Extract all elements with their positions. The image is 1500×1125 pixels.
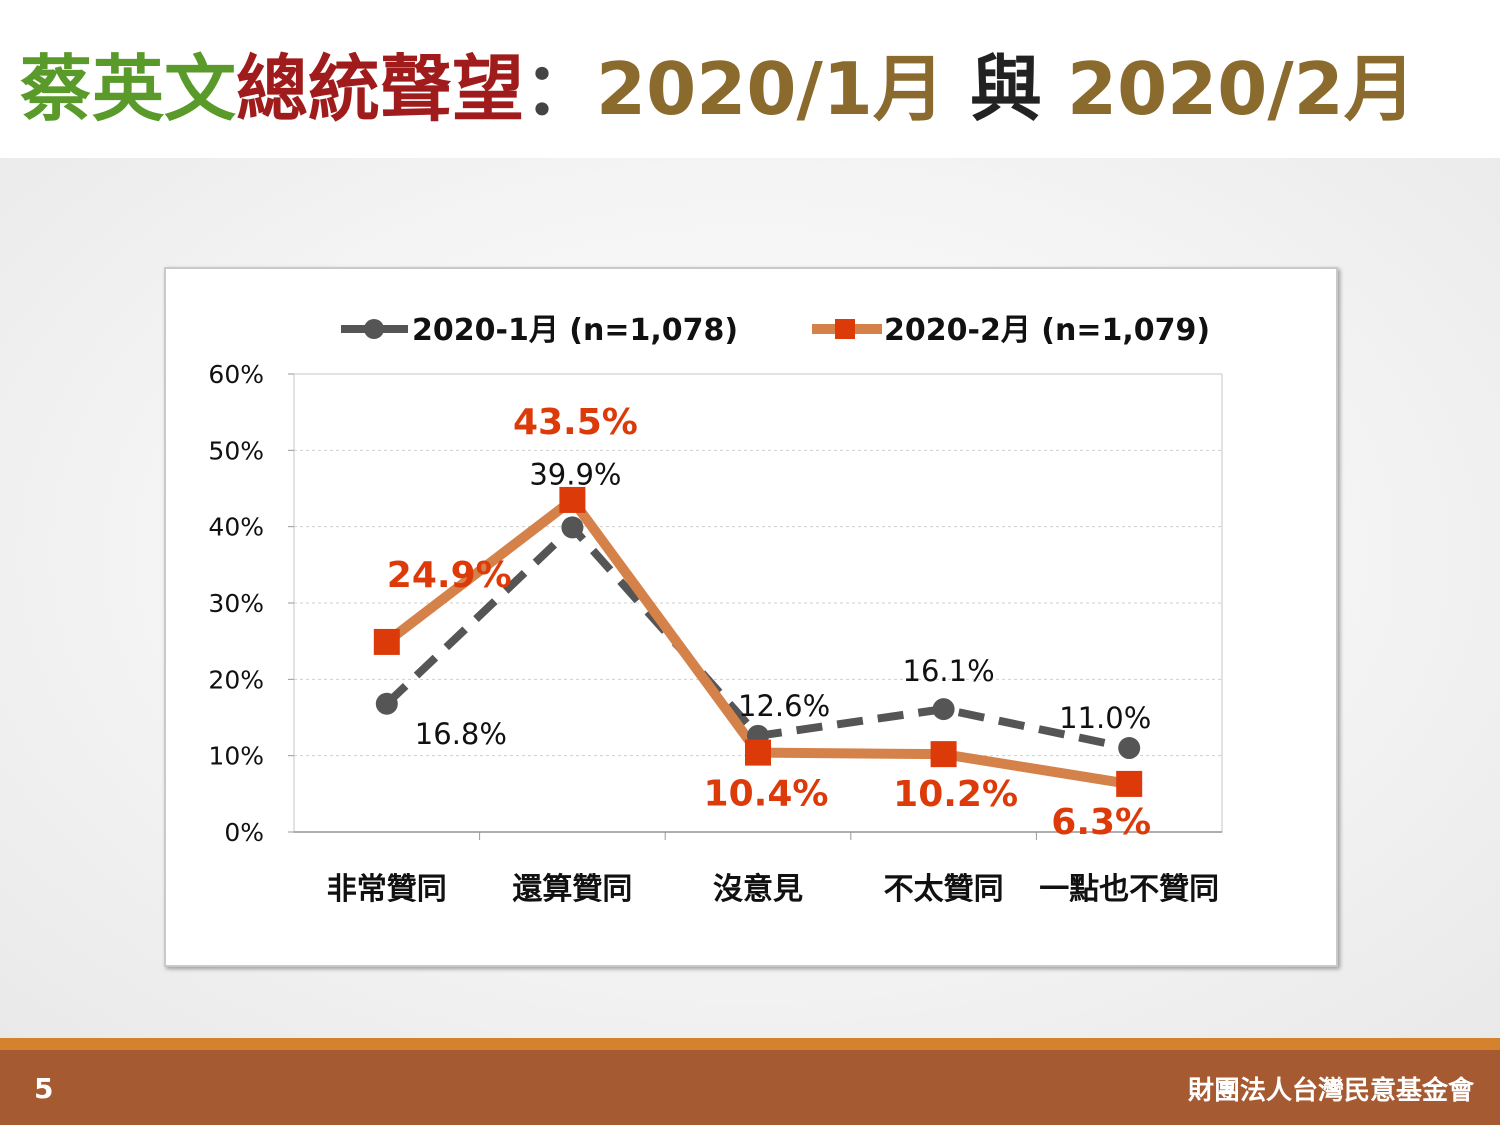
organization-name: 財團法人台灣民意基金會 xyxy=(1187,1076,1474,1106)
x-category-label: 還算贊同 xyxy=(512,872,632,907)
y-tick-label: 40% xyxy=(208,513,264,542)
y-tick-label: 60% xyxy=(208,360,264,389)
y-tick-label: 0% xyxy=(224,818,264,847)
data-label-2020-jan: 16.1% xyxy=(903,654,995,688)
footer-accent-line xyxy=(0,1038,1500,1050)
y-tick-label: 50% xyxy=(208,436,264,465)
data-label-2020-jan: 12.6% xyxy=(738,689,830,723)
data-label-2020-feb: 10.2% xyxy=(893,774,1018,815)
title-part-topic: 總統聲望 xyxy=(236,47,525,131)
series-point-2020-feb xyxy=(1116,770,1143,797)
line-chart: 0% 10% 20% 30% 40% 50% 60% 非常贊同 還算贊同 沒意見 不太贊同 一點也不贊… xyxy=(208,313,1223,907)
data-label-2020-feb: 24.9% xyxy=(387,555,512,596)
data-label-2020-jan: 16.8% xyxy=(415,717,507,751)
title-part-and: 與 xyxy=(944,47,1067,131)
y-tick-label: 10% xyxy=(208,742,264,771)
legend-label-2020-jan: 2020-1月 (n=1,078) xyxy=(412,313,738,348)
series-point-2020-feb xyxy=(559,486,586,513)
title-part-date-1: 2020/1月 xyxy=(596,47,945,131)
series-point-2020-jan xyxy=(375,692,398,715)
series-point-2020-feb xyxy=(930,741,957,768)
page-number: 5 xyxy=(34,1072,54,1105)
legend-marker-2020-feb xyxy=(835,319,855,339)
data-label-2020-jan: 39.9% xyxy=(529,457,621,491)
title-part-name: 蔡英文 xyxy=(20,47,237,131)
y-tick-label: 20% xyxy=(208,665,264,694)
series-point-2020-jan xyxy=(1118,737,1141,760)
legend-marker-2020-jan xyxy=(364,319,384,339)
title-part-date-2: 2020/2月 xyxy=(1066,47,1416,131)
legend-label-2020-feb: 2020-2月 (n=1,079) xyxy=(884,313,1210,348)
series-point-2020-feb xyxy=(745,739,771,766)
data-label-2020-feb: 6.3% xyxy=(1051,802,1151,843)
data-label-2020-feb: 43.5% xyxy=(513,402,638,443)
series-point-2020-jan xyxy=(561,516,584,539)
title-part-colon: ： xyxy=(524,47,597,131)
x-category-label: 一點也不贊同 xyxy=(1039,872,1219,907)
x-category-label: 非常贊同 xyxy=(327,872,447,907)
x-category-label: 沒意見 xyxy=(713,872,803,907)
x-category-label: 不太贊同 xyxy=(884,872,1004,907)
slide-title: 蔡英文總統聲望：2020/1月 與 2020/2月 xyxy=(20,44,1416,134)
chart-frame: 0% 10% 20% 30% 40% 50% 60% 非常贊同 還算贊同 沒意見 不太贊同 一點也不贊… xyxy=(164,267,1338,967)
data-label-2020-feb: 10.4% xyxy=(704,774,829,815)
series-point-2020-feb xyxy=(373,628,400,655)
footer-bar: 5 財團法人台灣民意基金會 xyxy=(0,1050,1500,1125)
data-label-2020-jan: 11.0% xyxy=(1059,701,1151,735)
title-bar: 蔡英文總統聲望：2020/1月 與 2020/2月 xyxy=(0,0,1500,158)
y-tick-label: 30% xyxy=(208,589,264,618)
series-point-2020-jan xyxy=(932,698,955,721)
